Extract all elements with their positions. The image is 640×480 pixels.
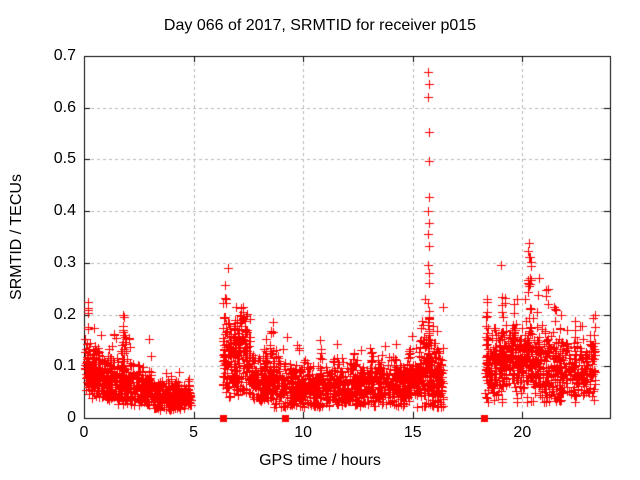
x-tick-label: 10 — [294, 424, 313, 441]
x-axis-label: GPS time / hours — [259, 452, 381, 469]
y-tick-label: 0.5 — [53, 150, 76, 168]
x-tick-label: 15 — [403, 424, 422, 441]
x-tick-label: 20 — [513, 424, 532, 441]
y-tick-label: 0.6 — [53, 98, 76, 116]
y-tick-label: 0.1 — [53, 357, 76, 375]
y-tick-label: 0.7 — [53, 47, 76, 64]
y-tick-label: 0.2 — [53, 305, 76, 323]
chart-title: Day 066 of 2017, SRMTID for receiver p01… — [163, 17, 477, 34]
x-tick-label: 5 — [189, 424, 199, 441]
x-tick-label: 0 — [79, 424, 89, 441]
y-tick-label: 0 — [67, 409, 76, 426]
y-tick-label: 0.4 — [53, 202, 76, 220]
y-tick-label: 0.3 — [53, 253, 76, 271]
